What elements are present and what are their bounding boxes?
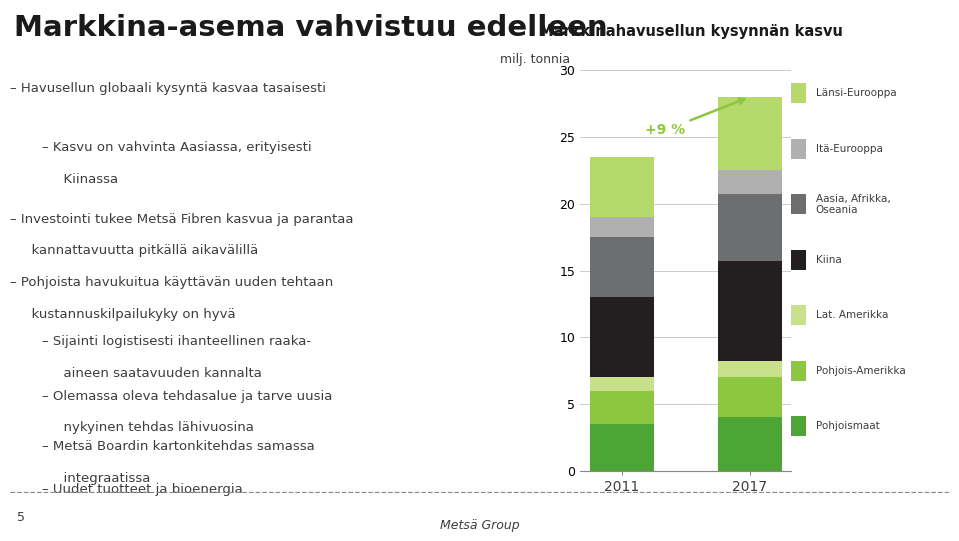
Text: – Metsä Boardin kartonkitehdas samassa: – Metsä Boardin kartonkitehdas samassa	[42, 440, 315, 453]
Bar	[590, 377, 654, 391]
Bar	[590, 157, 654, 217]
Text: 5: 5	[17, 511, 25, 524]
Text: aineen saatavuuden kannalta: aineen saatavuuden kannalta	[56, 367, 262, 380]
Text: Kiina: Kiina	[815, 255, 841, 265]
Text: – Pohjoista havukuitua käyttävän uuden tehtaan: – Pohjoista havukuitua käyttävän uuden t…	[10, 276, 333, 289]
Bar	[590, 424, 654, 471]
Text: – Uudet tuotteet ja bioenergia: – Uudet tuotteet ja bioenergia	[42, 483, 243, 496]
Bar	[791, 83, 806, 103]
Bar	[717, 170, 782, 194]
Bar	[791, 194, 806, 214]
Text: Pohjois-Amerikka: Pohjois-Amerikka	[815, 366, 905, 376]
Bar	[791, 305, 806, 325]
Text: – Sijainti logistisesti ihanteellinen raaka-: – Sijainti logistisesti ihanteellinen ra…	[42, 335, 311, 348]
Bar	[717, 194, 782, 261]
Text: Metsä Group: Metsä Group	[439, 519, 520, 532]
Text: integraatissa: integraatissa	[56, 472, 151, 485]
Bar	[717, 261, 782, 361]
Text: Pohjoismaat: Pohjoismaat	[815, 421, 879, 431]
Bar	[791, 416, 806, 436]
Bar	[590, 297, 654, 377]
Text: Markkina-asema vahvistuu edelleen: Markkina-asema vahvistuu edelleen	[14, 14, 608, 42]
Text: kannattavuutta pitkällä aikavälillä: kannattavuutta pitkällä aikavälillä	[23, 245, 258, 258]
Bar	[590, 391, 654, 424]
Text: – Havusellun globaali kysyntä kasvaa tasaisesti: – Havusellun globaali kysyntä kasvaa tas…	[10, 82, 326, 95]
Text: milj. tonnia: milj. tonnia	[500, 54, 571, 67]
Text: – Investointi tukee Metsä Fibren kasvua ja parantaa: – Investointi tukee Metsä Fibren kasvua …	[10, 213, 353, 226]
Text: Aasia, Afrikka,
Oseania: Aasia, Afrikka, Oseania	[815, 194, 890, 215]
Text: Markkinahavusellun kysynnän kasvu: Markkinahavusellun kysynnän kasvu	[539, 24, 842, 39]
Bar	[717, 97, 782, 170]
Bar	[717, 417, 782, 471]
Bar	[717, 361, 782, 377]
Text: Lat. Amerikka: Lat. Amerikka	[815, 311, 888, 320]
Text: +9 %: +9 %	[644, 98, 744, 137]
Bar	[791, 139, 806, 159]
Text: Kiinassa: Kiinassa	[56, 173, 118, 186]
Bar	[590, 217, 654, 237]
Text: Länsi-Eurooppa: Länsi-Eurooppa	[815, 88, 897, 98]
Bar	[791, 361, 806, 381]
Text: – Olemassa oleva tehdasalue ja tarve uusia: – Olemassa oleva tehdasalue ja tarve uus…	[42, 390, 332, 403]
Text: Itä-Eurooppa: Itä-Eurooppa	[815, 144, 882, 154]
Text: – Kasvu on vahvinta Aasiassa, erityisesti: – Kasvu on vahvinta Aasiassa, erityisest…	[42, 141, 312, 154]
Bar	[717, 377, 782, 417]
Text: kustannuskilpailukyky on hyvä: kustannuskilpailukyky on hyvä	[23, 307, 236, 321]
Bar	[590, 237, 654, 297]
Text: nykyinen tehdas lähivuosina: nykyinen tehdas lähivuosina	[56, 421, 254, 434]
Bar	[791, 250, 806, 270]
